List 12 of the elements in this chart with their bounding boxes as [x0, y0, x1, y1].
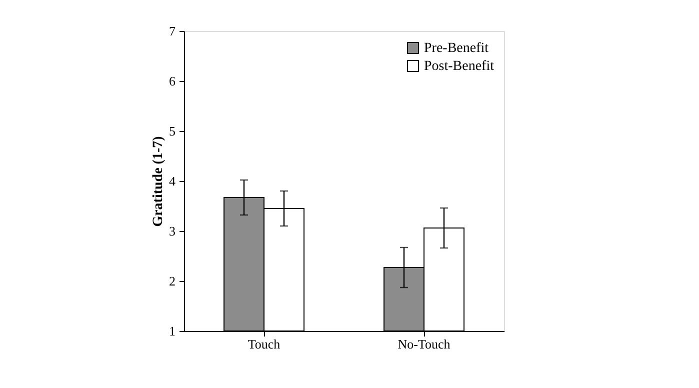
y-tick-label: 6: [169, 74, 176, 88]
y-tick-label: 2: [169, 274, 176, 288]
x-tick-label: Touch: [248, 336, 281, 352]
y-axis-title: Gratitude (1-7): [151, 136, 166, 227]
y-tick-label: 4: [169, 174, 176, 188]
y-tick-label: 5: [169, 124, 176, 138]
y-tick-label: 7: [169, 24, 176, 38]
legend-label: Post-Benefit: [424, 59, 494, 74]
y-tick-label: 3: [169, 224, 176, 238]
y-tick-label: 1: [169, 324, 176, 338]
x-tick-label: No-Touch: [398, 336, 451, 352]
legend-label: Pre-Benefit: [424, 41, 489, 56]
